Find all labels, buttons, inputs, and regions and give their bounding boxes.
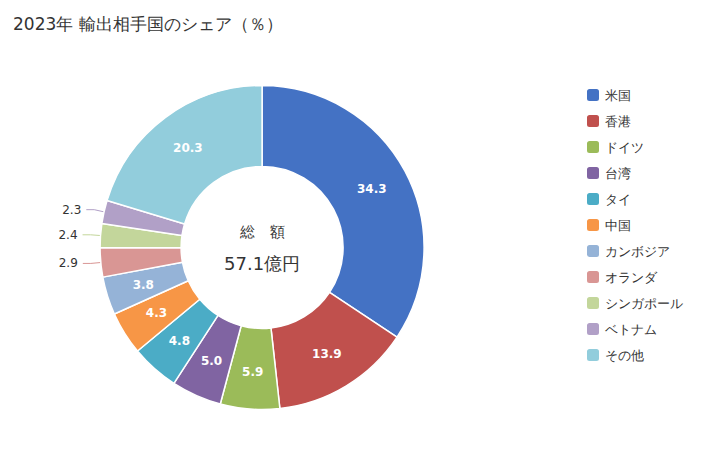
svg-text:米国: 米国 — [605, 88, 631, 103]
svg-text:香港: 香港 — [605, 114, 631, 129]
svg-text:4.3: 4.3 — [146, 306, 167, 320]
svg-text:カンボジア: カンボジア — [605, 244, 670, 259]
svg-text:その他: その他 — [605, 348, 644, 363]
svg-text:台湾: 台湾 — [605, 166, 631, 181]
svg-text:シンガポール: シンガポール — [605, 296, 683, 311]
svg-text:57.1億円: 57.1億円 — [224, 253, 300, 274]
svg-text:34.3: 34.3 — [357, 182, 387, 196]
svg-text:タイ: タイ — [605, 192, 631, 207]
svg-text:総 額: 総 額 — [239, 223, 285, 241]
svg-text:ドイツ: ドイツ — [605, 140, 644, 155]
svg-text:2.4: 2.4 — [58, 228, 77, 242]
svg-text:2.9: 2.9 — [59, 256, 78, 270]
svg-text:3.8: 3.8 — [133, 278, 154, 292]
svg-text:20.3: 20.3 — [173, 141, 203, 155]
svg-text:5.9: 5.9 — [242, 365, 263, 379]
svg-text:中国: 中国 — [605, 218, 631, 233]
svg-text:13.9: 13.9 — [312, 347, 342, 361]
svg-text:2.3: 2.3 — [62, 203, 81, 217]
svg-text:2023年 輸出相手国のシェア（％）: 2023年 輸出相手国のシェア（％） — [13, 14, 283, 34]
svg-text:4.8: 4.8 — [169, 334, 190, 348]
svg-text:ベトナム: ベトナム — [605, 322, 657, 337]
svg-text:オランダ: オランダ — [605, 270, 658, 285]
svg-text:5.0: 5.0 — [201, 354, 222, 368]
